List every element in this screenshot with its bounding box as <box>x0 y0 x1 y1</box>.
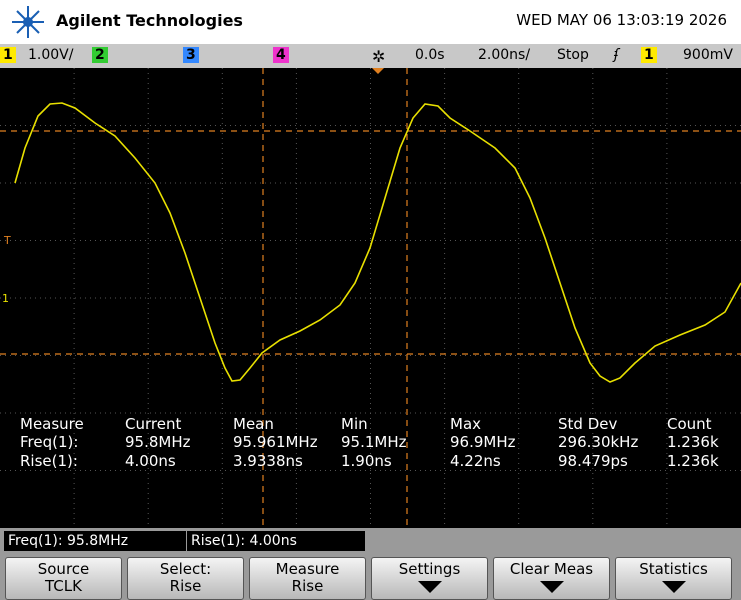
arrow-icon <box>417 581 442 593</box>
measure-cell: Count <box>667 415 712 433</box>
measure-cell: 4.00ns <box>125 452 176 470</box>
channel-scale: 1.00V/ <box>28 47 74 63</box>
brand: Agilent Technologies <box>56 11 243 30</box>
edge-icon: ʄ <box>614 47 619 63</box>
logo <box>12 6 44 38</box>
softkey-label: Rise <box>291 577 324 595</box>
readout: Rise(1): 4.00ns <box>187 531 365 551</box>
measure-cell: 4.22ns <box>450 452 501 470</box>
trigger-marker: T <box>3 234 11 247</box>
channel-3: 3 <box>183 47 199 63</box>
softkey-label: Select: <box>159 560 212 578</box>
scope-screen: T 1 Measure Current Mean Min Max Std Dev Count… <box>0 68 741 528</box>
softkey-label: Measure <box>275 560 340 578</box>
measure-cell: 95.1MHz <box>341 433 407 451</box>
measure-cell: Freq(1): <box>20 433 78 451</box>
measure-cell: Min <box>341 415 368 433</box>
measure-cell: Max <box>450 415 481 433</box>
datetime: WED MAY 06 13:03:19 2026 <box>516 11 727 29</box>
measure-cell: 1.90ns <box>341 452 392 470</box>
softkey[interactable]: Settings <box>371 557 488 600</box>
measure-cell: 96.9MHz <box>450 433 516 451</box>
trigger-pos <box>372 68 384 74</box>
measure-cell: 1.236k <box>667 433 719 451</box>
trigger-level: 900mV <box>683 47 733 63</box>
softkey-label: Clear Meas <box>509 560 594 578</box>
cursors <box>0 68 741 528</box>
softkey[interactable]: Measure Rise <box>249 557 366 600</box>
softkey-label: TCLK <box>45 577 82 595</box>
bottom-bar: Freq(1): 95.8MHz Rise(1): 4.00ns Source T… <box>0 528 741 600</box>
channel-4: 4 <box>273 47 289 63</box>
softkey-label: Rise <box>169 577 202 595</box>
measure-cell: 296.30kHz <box>558 433 638 451</box>
readout: Freq(1): 95.8MHz <box>4 531 186 551</box>
trigger-icon: ✲ <box>372 47 386 66</box>
measure-cell: Std Dev <box>558 415 617 433</box>
time-scale: 2.00ns/ <box>478 47 531 63</box>
waveform <box>14 102 741 383</box>
arrow-icon <box>661 581 686 593</box>
measure-cell: 1.236k <box>667 452 719 470</box>
grid <box>0 68 741 528</box>
softkey[interactable]: Select: Rise <box>127 557 244 600</box>
measure-cell: Measure <box>20 415 84 433</box>
run-state: Stop <box>557 47 589 63</box>
measure-cell: Mean <box>233 415 274 433</box>
trigger-source: 1 <box>641 47 657 63</box>
measure-cell: 95.8MHz <box>125 433 191 451</box>
softkey[interactable]: Clear Meas <box>493 557 610 600</box>
measure-cell: Rise(1): <box>20 452 78 470</box>
softkey[interactable]: Source TCLK <box>5 557 122 600</box>
measure-cell: Current <box>125 415 181 433</box>
measure-table: Measure Current Mean Min Max Std Dev Count Freq… <box>20 415 719 470</box>
status-bar: 1 1.00V/ 2 3 4 ✲ 0.0s 2.00ns/ Stop ʄ 1 9… <box>0 44 741 68</box>
header: Agilent Technologies WED MAY 06 13:03:19… <box>0 0 741 44</box>
channel-2: 2 <box>92 47 108 63</box>
softkey[interactable]: Statistics <box>615 557 732 600</box>
measure-cell: 3.9338ns <box>233 452 303 470</box>
softkey-label: Statistics <box>639 560 708 578</box>
time-delay: 0.0s <box>415 47 445 63</box>
softkey-label: Source <box>37 560 90 578</box>
measure-cell: 98.479ps <box>558 452 628 470</box>
measure-cell: 95.961MHz <box>233 433 318 451</box>
channel-1: 1 <box>0 47 16 63</box>
softkey-label: Settings <box>398 560 461 578</box>
arrow-icon <box>539 581 564 593</box>
channel-marker: 1 <box>2 292 9 305</box>
